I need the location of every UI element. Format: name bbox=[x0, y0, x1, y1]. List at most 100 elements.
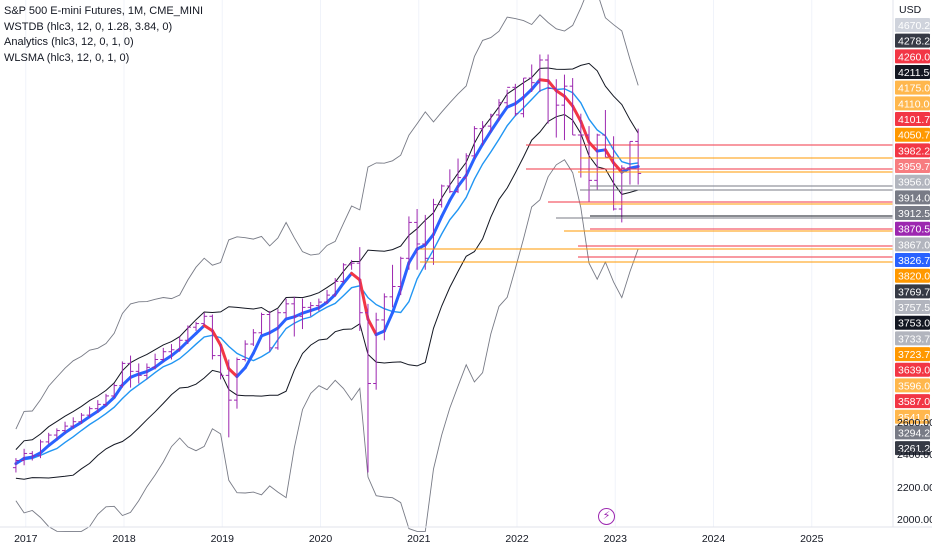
price-tag[interactable]: 3867.00 bbox=[895, 237, 932, 252]
band-outer-lower[interactable] bbox=[15, 159, 639, 532]
ohlc-bar[interactable] bbox=[94, 400, 101, 413]
ohlc-bar[interactable] bbox=[504, 86, 511, 108]
ohlc-bar[interactable] bbox=[176, 336, 183, 352]
ohlc-bar[interactable] bbox=[455, 158, 462, 194]
level-lines[interactable] bbox=[420, 144, 893, 263]
band-inner-lower[interactable] bbox=[15, 113, 639, 480]
ohlc-bar[interactable] bbox=[569, 78, 576, 136]
band-inner-upper[interactable] bbox=[15, 62, 639, 450]
ohlc-bar[interactable] bbox=[274, 309, 281, 350]
ohlc-bar[interactable] bbox=[479, 121, 486, 146]
ohlc-bar[interactable] bbox=[53, 428, 60, 440]
ohlc-bar[interactable] bbox=[119, 361, 126, 388]
analytics-line[interactable] bbox=[15, 86, 639, 465]
ohlc-bar[interactable] bbox=[536, 54, 543, 93]
price-tag[interactable]: 4260.00 bbox=[895, 49, 932, 64]
price-tag[interactable]: 3261.25 bbox=[895, 441, 932, 456]
ohlc-bar[interactable] bbox=[577, 113, 584, 178]
lightning-bolt-icon[interactable]: ⚡ bbox=[598, 508, 615, 525]
wlsma-line[interactable] bbox=[14, 78, 640, 466]
price-tag[interactable]: 3757.50 bbox=[895, 300, 932, 315]
ohlc-bar[interactable] bbox=[184, 325, 191, 345]
ohlc-bar[interactable] bbox=[201, 312, 208, 326]
price-tag[interactable]: 3294.25 bbox=[895, 425, 932, 440]
ohlc-bar[interactable] bbox=[86, 406, 93, 418]
ohlc-bar[interactable] bbox=[102, 393, 109, 407]
ohlc-bar[interactable] bbox=[258, 312, 265, 335]
price-tag[interactable]: 3596.00 bbox=[895, 378, 932, 393]
ohlc-bar[interactable] bbox=[373, 312, 380, 390]
price-tag[interactable]: 3914.00 bbox=[895, 190, 932, 205]
price-tag[interactable]: 3587.00 bbox=[895, 394, 932, 409]
ohlc-bar[interactable] bbox=[438, 184, 445, 208]
price-tag[interactable]: 4175.00 bbox=[895, 80, 932, 95]
ohlc-bar[interactable] bbox=[487, 113, 494, 133]
price-tag[interactable]: 4110.00 bbox=[895, 96, 932, 111]
ohlc-bar[interactable] bbox=[381, 293, 388, 341]
ohlc-bar[interactable] bbox=[250, 329, 257, 346]
ohlc-bar[interactable] bbox=[233, 357, 240, 409]
price-tag[interactable]: 4211.50 bbox=[895, 65, 932, 80]
ohlc-bar[interactable] bbox=[495, 99, 502, 122]
ohlc-bar[interactable] bbox=[135, 363, 142, 384]
price-tag[interactable]: 3820.00 bbox=[895, 268, 932, 283]
ohlc-bar[interactable] bbox=[340, 263, 347, 284]
ohlc-bar[interactable] bbox=[315, 298, 322, 311]
ohlc-bar[interactable] bbox=[143, 363, 150, 380]
ohlc-bar[interactable] bbox=[545, 54, 552, 124]
band-outer-upper[interactable] bbox=[15, 0, 639, 430]
ohlc-bar[interactable] bbox=[512, 83, 519, 117]
ohlc-bar[interactable] bbox=[242, 340, 249, 362]
price-tag[interactable]: 3769.75 bbox=[895, 284, 932, 299]
ohlc-bar[interactable] bbox=[405, 216, 412, 270]
ohlc-bar[interactable] bbox=[332, 278, 339, 297]
ohlc-bar[interactable] bbox=[160, 347, 167, 362]
ohlc-bar[interactable] bbox=[446, 169, 453, 194]
ohlc-bar[interactable] bbox=[422, 214, 429, 270]
ohlc-bar[interactable] bbox=[225, 359, 232, 438]
price-tag[interactable]: 3870.50 bbox=[895, 221, 932, 236]
ohlc-bar[interactable] bbox=[553, 79, 560, 138]
ohlc-bar[interactable] bbox=[364, 303, 371, 473]
ohlc-bar[interactable] bbox=[21, 448, 28, 466]
ohlc-bar[interactable] bbox=[29, 451, 36, 461]
ohlc-bar[interactable] bbox=[602, 110, 609, 158]
price-tag[interactable]: 3733.75 bbox=[895, 331, 932, 346]
ohlc-bar[interactable] bbox=[561, 74, 568, 141]
price-tag[interactable]: 3956.00 bbox=[895, 174, 932, 189]
ohlc-bar[interactable] bbox=[463, 153, 470, 191]
ohlc-bar[interactable] bbox=[12, 458, 19, 473]
ohlc-bar[interactable] bbox=[430, 198, 437, 265]
ohlc-bar[interactable] bbox=[389, 264, 396, 308]
ohlc-bar[interactable] bbox=[618, 165, 625, 223]
ohlc-bar[interactable] bbox=[528, 64, 535, 93]
ohlc-bar[interactable] bbox=[635, 128, 642, 185]
ohlc-bar[interactable] bbox=[193, 321, 200, 331]
price-tag[interactable]: 3982.25 bbox=[895, 143, 932, 158]
price-tag[interactable]: 4278.25 bbox=[895, 33, 932, 48]
ohlc-bar[interactable] bbox=[610, 136, 617, 211]
ohlc-bar[interactable] bbox=[356, 247, 363, 331]
ohlc-bar[interactable] bbox=[586, 126, 593, 202]
ohlc-bar[interactable] bbox=[626, 140, 633, 185]
ohlc-bar[interactable] bbox=[78, 412, 85, 424]
ohlc-bar[interactable] bbox=[471, 126, 478, 159]
ohlc-bar[interactable] bbox=[324, 289, 331, 304]
price-tag[interactable]: 3959.75 bbox=[895, 159, 932, 174]
price-tag[interactable]: 4050.75 bbox=[895, 127, 932, 142]
ohlc-bar[interactable] bbox=[594, 133, 601, 191]
ohlc-bar[interactable] bbox=[209, 314, 216, 360]
ohlc-bar[interactable] bbox=[152, 353, 159, 370]
ohlc-bar[interactable] bbox=[111, 383, 118, 399]
price-tag[interactable]: 3753.00 bbox=[895, 315, 932, 330]
ohlc-bar[interactable] bbox=[283, 298, 290, 319]
ohlc-bar[interactable] bbox=[307, 302, 314, 317]
ohlc-bar[interactable] bbox=[70, 417, 77, 429]
ohlc-bars[interactable] bbox=[12, 54, 642, 473]
ohlc-bar[interactable] bbox=[414, 209, 421, 270]
ohlc-bar[interactable] bbox=[397, 256, 404, 296]
ohlc-bar[interactable] bbox=[168, 344, 175, 360]
ohlc-bar[interactable] bbox=[299, 298, 306, 330]
ohlc-bar[interactable] bbox=[127, 355, 134, 388]
